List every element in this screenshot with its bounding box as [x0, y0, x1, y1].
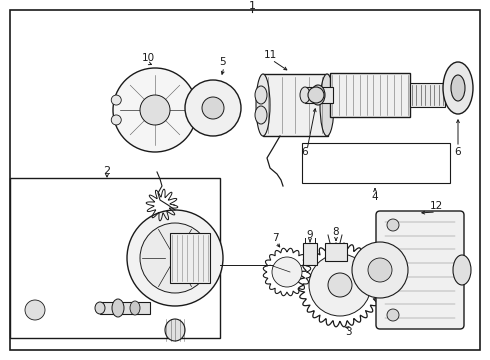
Ellipse shape	[255, 86, 267, 104]
Polygon shape	[68, 276, 110, 338]
Circle shape	[140, 223, 210, 293]
Bar	[330, 73, 410, 117]
Circle shape	[272, 257, 302, 287]
Text: 6: 6	[455, 147, 461, 157]
Text: 1: 1	[248, 1, 255, 11]
Bar	[305, 87, 333, 103]
Circle shape	[189, 115, 199, 125]
Text: 4: 4	[372, 192, 378, 202]
Bar	[170, 233, 210, 283]
Text: 10: 10	[142, 53, 154, 63]
Bar	[10, 178, 220, 338]
Circle shape	[202, 97, 224, 119]
Circle shape	[111, 95, 121, 105]
Ellipse shape	[130, 301, 140, 315]
Bar	[263, 74, 328, 136]
Polygon shape	[22, 278, 75, 340]
Ellipse shape	[451, 75, 465, 101]
Text: 11: 11	[264, 50, 277, 60]
Bar	[410, 83, 445, 107]
Ellipse shape	[256, 74, 270, 136]
Ellipse shape	[300, 87, 310, 103]
Circle shape	[387, 309, 399, 321]
Ellipse shape	[165, 319, 185, 341]
Circle shape	[185, 80, 241, 136]
Circle shape	[328, 273, 352, 297]
Ellipse shape	[311, 85, 325, 105]
Text: 6: 6	[302, 147, 308, 157]
Circle shape	[368, 258, 392, 282]
Circle shape	[308, 87, 324, 103]
Ellipse shape	[443, 62, 473, 114]
Text: 3: 3	[344, 327, 351, 337]
Ellipse shape	[240, 95, 252, 111]
Bar	[100, 302, 150, 314]
Circle shape	[25, 300, 45, 320]
Ellipse shape	[112, 299, 124, 317]
Circle shape	[387, 219, 399, 231]
Bar	[303, 243, 317, 265]
FancyBboxPatch shape	[376, 211, 464, 329]
Circle shape	[113, 68, 197, 152]
Ellipse shape	[320, 74, 334, 136]
Ellipse shape	[95, 302, 105, 314]
Text: 9: 9	[307, 230, 313, 240]
Ellipse shape	[453, 255, 471, 285]
Text: 5: 5	[219, 57, 225, 67]
Circle shape	[127, 210, 223, 306]
Circle shape	[140, 95, 170, 125]
Bar	[325, 243, 347, 261]
Ellipse shape	[255, 106, 267, 124]
Text: 2: 2	[103, 166, 111, 176]
Text: 7: 7	[271, 233, 278, 243]
Bar	[302, 143, 450, 183]
Text: 8: 8	[333, 227, 339, 237]
Circle shape	[352, 242, 408, 298]
Circle shape	[309, 254, 371, 316]
Ellipse shape	[315, 90, 321, 100]
Text: 12: 12	[429, 201, 442, 211]
Circle shape	[189, 95, 199, 105]
Circle shape	[111, 115, 121, 125]
